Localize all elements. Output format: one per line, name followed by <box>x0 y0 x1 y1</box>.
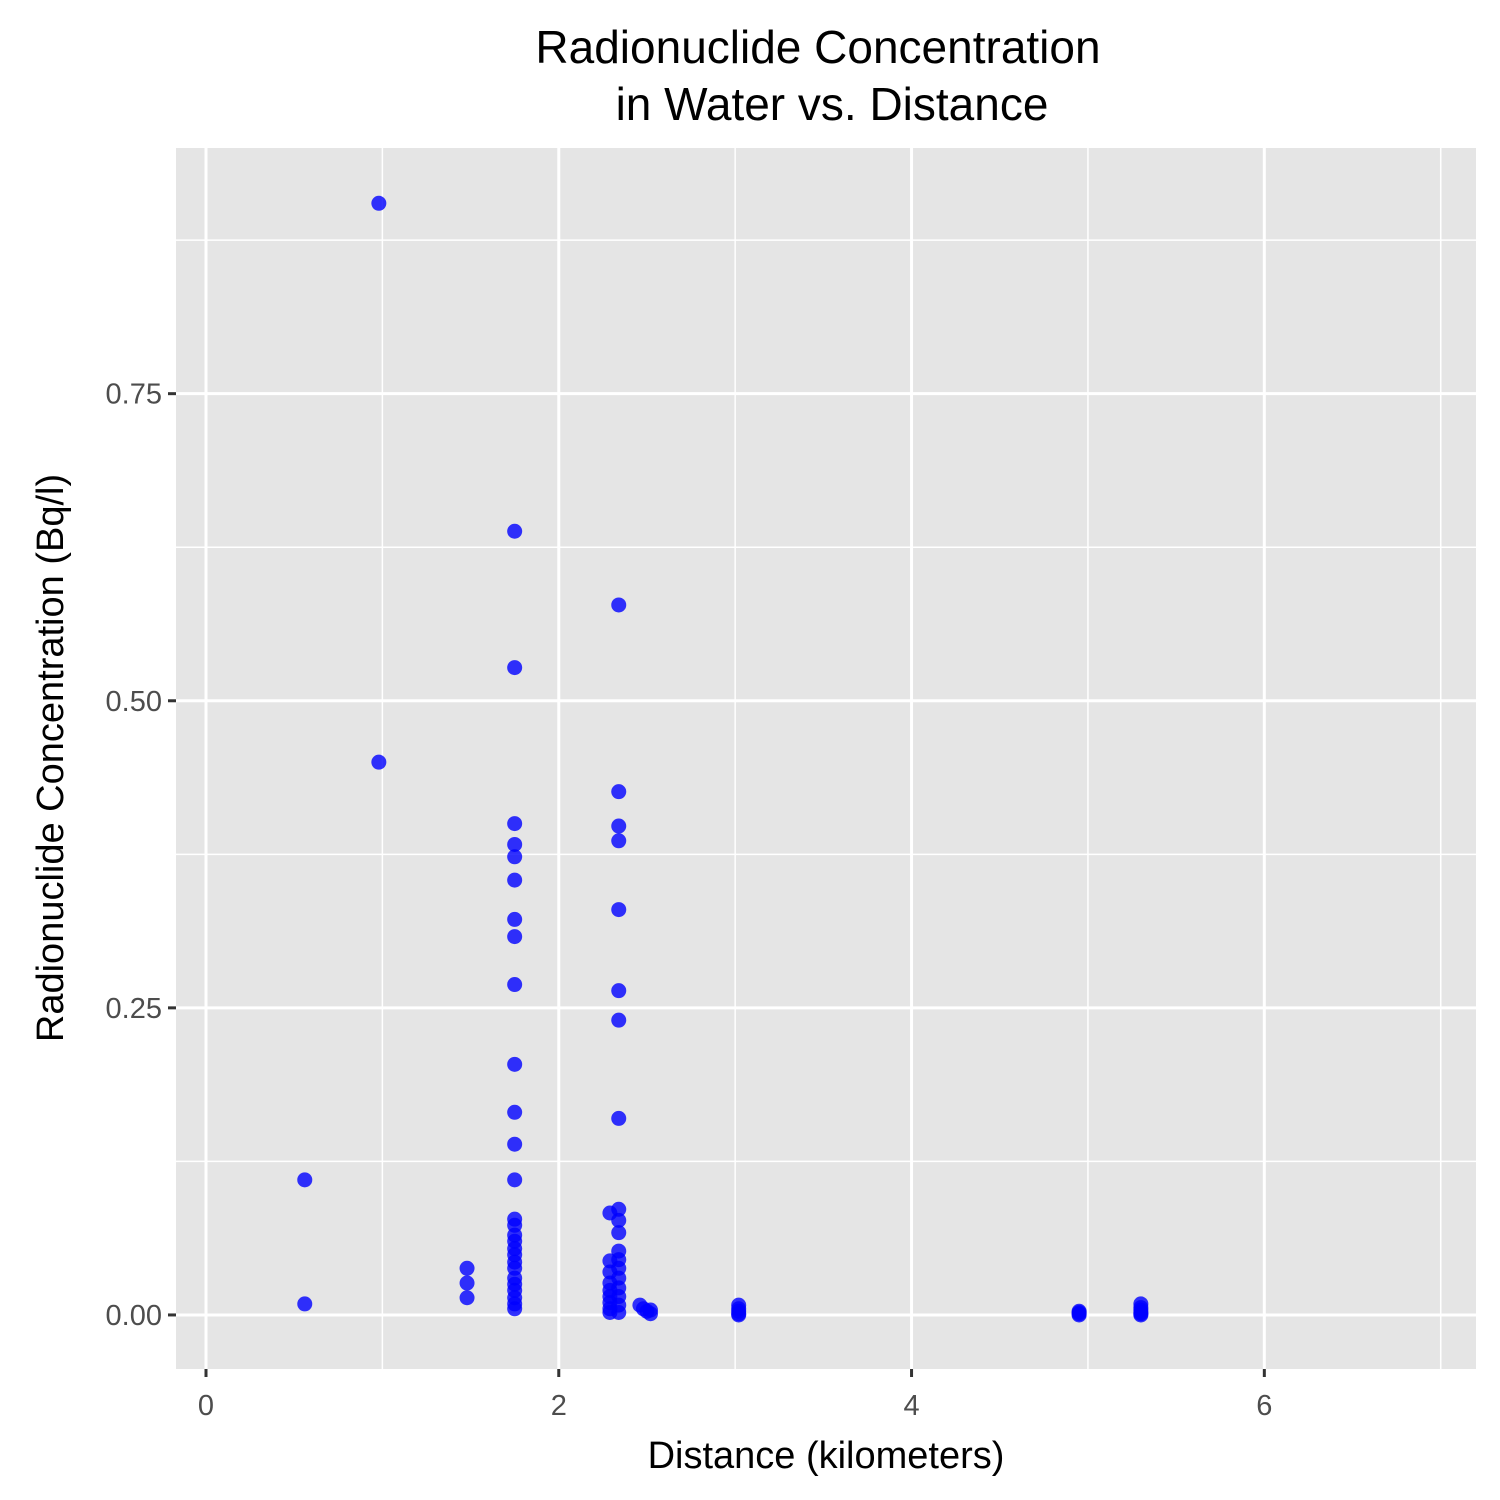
grid-minor <box>176 148 1476 1369</box>
grid-major <box>176 148 1476 1369</box>
plot-panel <box>176 148 1476 1369</box>
x-axis: 0 2 4 6 <box>198 1369 1272 1422</box>
data-point <box>642 1302 658 1318</box>
x-axis-title: Distance (kilometers) <box>648 1435 1005 1477</box>
data-point <box>507 872 523 888</box>
x-tick-label: 0 <box>198 1390 214 1422</box>
y-tick-label: 0.50 <box>106 686 162 718</box>
data-point <box>507 1301 523 1317</box>
y-tick-label: 0.75 <box>106 379 162 411</box>
data-point <box>371 754 387 770</box>
y-tick-label: 0.25 <box>106 993 162 1025</box>
data-point <box>507 660 523 676</box>
data-point <box>507 1104 523 1120</box>
data-point <box>459 1275 475 1291</box>
data-point <box>611 1201 627 1217</box>
data-points <box>297 195 1149 1323</box>
x-tick-label: 4 <box>903 1390 919 1422</box>
chart-title-line-1: Radionuclide Concentration <box>535 21 1100 73</box>
y-tick-label: 0.00 <box>106 1300 162 1332</box>
data-point <box>611 983 627 999</box>
data-point <box>507 816 523 832</box>
data-point <box>611 818 627 834</box>
data-point <box>507 911 523 927</box>
data-point <box>371 195 387 211</box>
y-axis: 0.00 0.25 0.50 0.75 <box>106 379 176 1332</box>
data-point <box>611 1212 627 1228</box>
data-point <box>611 784 627 800</box>
data-point <box>611 1012 627 1028</box>
data-point <box>611 833 627 849</box>
data-point <box>1133 1307 1149 1323</box>
data-point <box>611 902 627 918</box>
data-point <box>507 523 523 539</box>
data-point <box>507 849 523 865</box>
data-point <box>611 1110 627 1126</box>
data-point <box>507 836 523 852</box>
y-axis-title: Radionuclide Concentration (Bq/l) <box>30 474 72 1042</box>
chart-title-line-2: in Water vs. Distance <box>616 78 1049 130</box>
data-point <box>507 1056 523 1072</box>
data-point <box>297 1172 313 1188</box>
data-point <box>459 1290 475 1306</box>
data-point <box>611 1304 627 1320</box>
data-point <box>731 1307 747 1323</box>
x-tick-label: 6 <box>1256 1390 1272 1422</box>
x-tick-label: 2 <box>551 1390 567 1422</box>
data-point <box>611 1225 627 1241</box>
data-point <box>459 1260 475 1276</box>
data-point <box>611 597 627 613</box>
data-point <box>507 1172 523 1188</box>
data-point <box>1071 1307 1087 1323</box>
data-point <box>507 977 523 993</box>
data-point <box>297 1296 313 1312</box>
data-point <box>507 929 523 945</box>
data-point <box>507 1136 523 1152</box>
